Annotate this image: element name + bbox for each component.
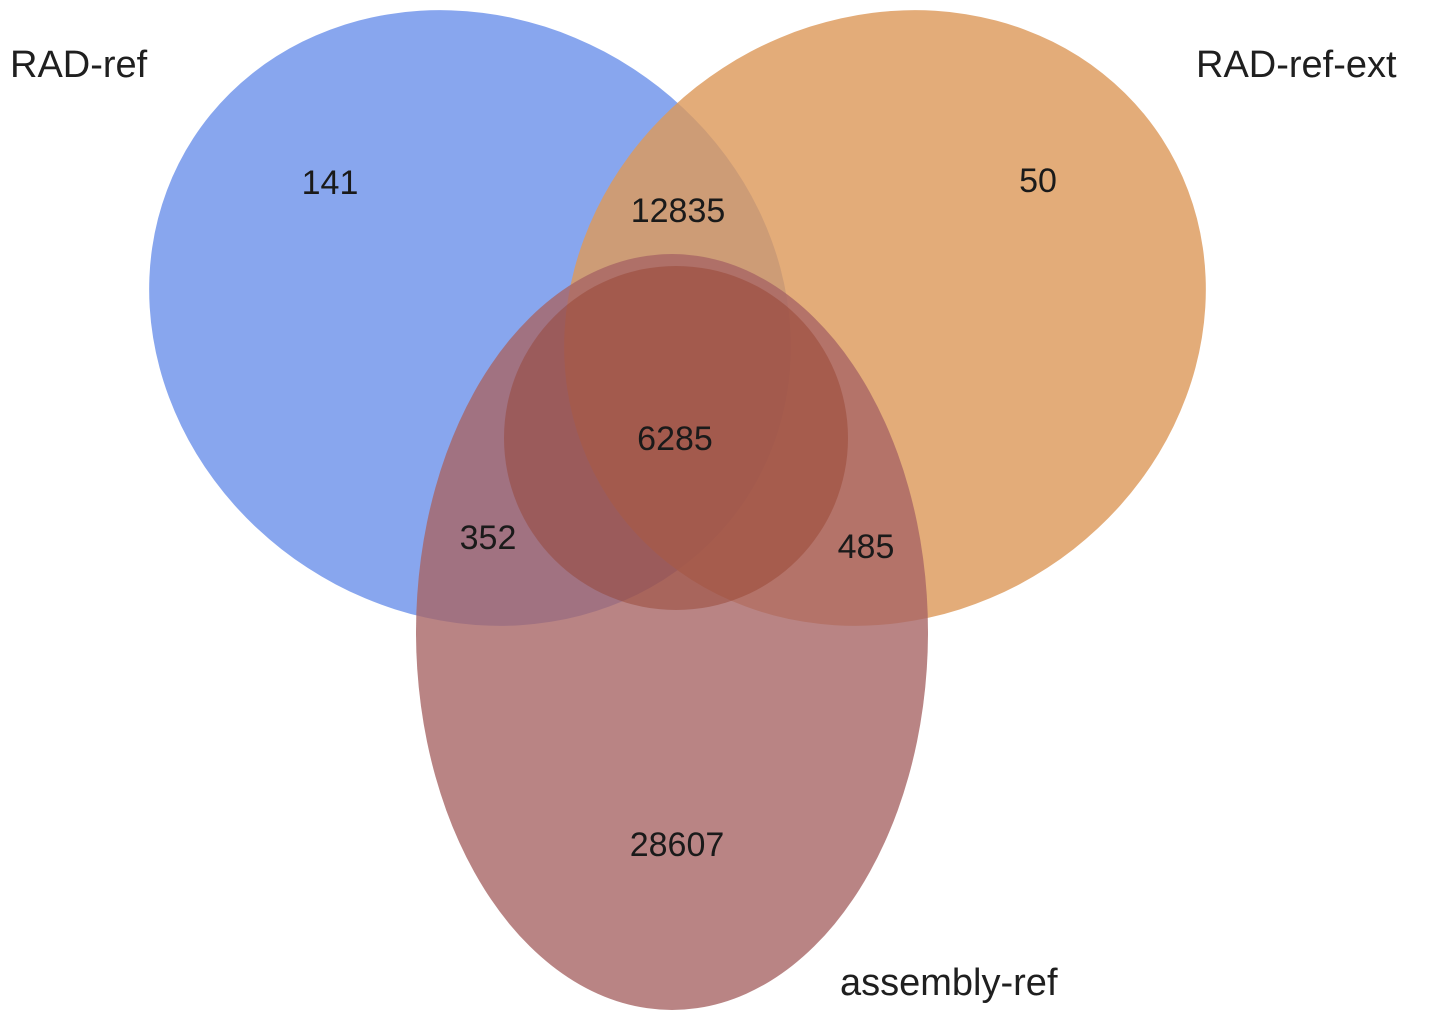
count-all-three: 6285 [637,420,713,458]
count-rad-ref-ext-only: 50 [1019,162,1057,200]
label-assembly-ref: assembly-ref [840,962,1058,1004]
label-rad-ref: RAD-ref [10,44,148,86]
label-rad-ref-ext: RAD-ref-ext [1196,44,1397,86]
set-shapes [149,10,1206,1010]
set-labels: RAD-ref RAD-ref-ext assembly-ref [10,44,1397,1004]
count-rad-ref-ext-and-assembly-ref: 485 [838,528,895,566]
ellipse-assembly-ref [416,254,928,1010]
region-counts: 141 50 12835 6285 352 485 28607 [302,162,1057,864]
triple-overlap-highlight [504,266,848,610]
count-rad-ref-only: 141 [302,164,359,202]
count-rad-ref-and-assembly-ref: 352 [460,519,517,557]
count-assembly-ref-only: 28607 [630,826,725,864]
count-rad-ref-and-rad-ref-ext: 12835 [631,192,726,230]
